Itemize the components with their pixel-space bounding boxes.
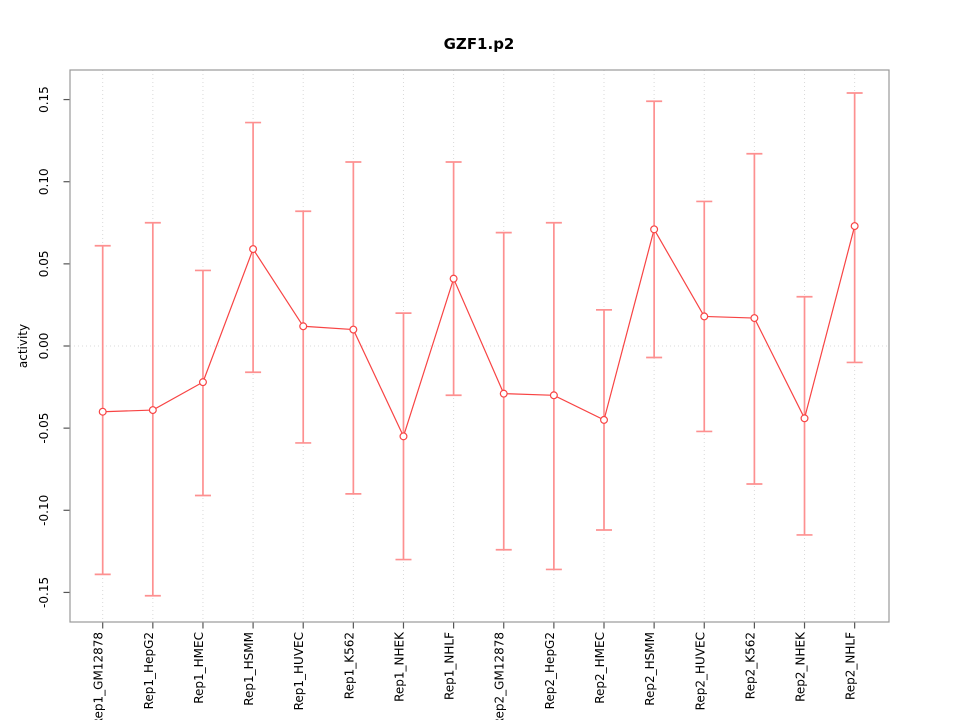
y-tick-label: 0.15 [37, 86, 51, 113]
x-tick-label: Rep1_NHLF [443, 632, 457, 700]
data-point-marker [850, 222, 859, 231]
x-tick-label: Rep1_GM12878 [92, 632, 106, 720]
y-tick-label: 0.00 [37, 333, 51, 360]
data-point-marker [599, 415, 608, 424]
x-tick-label: Rep1_HUVEC [292, 632, 306, 710]
data-point-marker [399, 432, 408, 441]
x-tick-label: Rep2_HUVEC [693, 632, 707, 710]
data-point-marker [148, 406, 157, 415]
data-point-marker [650, 225, 659, 234]
y-tick-label: -0.05 [37, 413, 51, 444]
x-tick-label: Rep2_NHEK [794, 631, 808, 702]
x-tick-label: Rep1_HMEC [192, 632, 206, 704]
x-tick-label: Rep2_GM12878 [493, 632, 507, 720]
data-point-marker [800, 414, 809, 423]
x-tick-label: Rep2_NHLF [844, 632, 858, 700]
x-tick-label: Rep2_HMEC [593, 632, 607, 704]
x-tick-label: Rep1_HSMM [242, 632, 256, 706]
y-tick-label: -0.15 [37, 577, 51, 608]
data-point-marker [700, 312, 709, 321]
chart-title: GZF1.p2 [444, 35, 515, 53]
data-point-marker [299, 322, 308, 331]
data-point-marker [750, 314, 759, 323]
x-tick-label: Rep1_HepG2 [142, 632, 156, 709]
data-point-marker [499, 389, 508, 398]
x-tick-label: Rep1_NHEK [392, 631, 406, 702]
data-point-marker [449, 274, 458, 283]
series-line [102, 225, 856, 438]
y-tick-label: 0.10 [37, 168, 51, 195]
y-axis-label: activity [16, 324, 30, 368]
x-tick-label: Rep2_HSMM [643, 632, 657, 706]
x-tick-label: Rep1_K562 [342, 632, 356, 699]
data-point-marker [349, 325, 358, 334]
data-point-marker [98, 407, 107, 416]
data-point-marker [198, 378, 207, 387]
data-point-marker [249, 245, 258, 254]
y-tick-label: 0.05 [37, 250, 51, 277]
x-tick-label: Rep2_HepG2 [543, 632, 557, 709]
y-tick-label: -0.10 [37, 495, 51, 526]
plot-border [69, 69, 890, 623]
data-point-marker [549, 391, 558, 400]
plot-area: Rep1_GM12878 Rep1_HepG2 Rep1_HMEC Rep1_HSMM… [37, 69, 890, 720]
x-tick-label: Rep2_K562 [743, 632, 757, 699]
